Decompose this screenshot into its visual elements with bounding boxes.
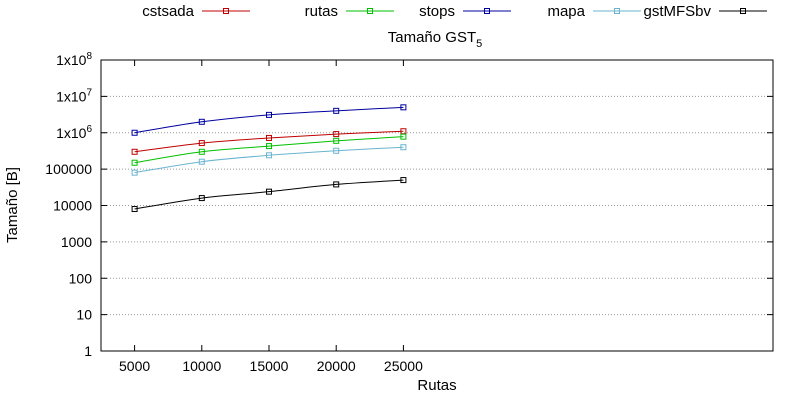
data-point bbox=[198, 118, 205, 125]
y-tick-label: 100 bbox=[69, 270, 93, 286]
legend-marker bbox=[484, 8, 490, 14]
chart-title-subscript: 5 bbox=[476, 38, 482, 50]
legend-label: stops bbox=[419, 3, 455, 20]
data-point bbox=[333, 131, 340, 138]
y-tick-label: 1x107 bbox=[56, 87, 92, 104]
series-group bbox=[131, 104, 407, 213]
x-tick-label: 15000 bbox=[250, 358, 289, 374]
series-gstMFSbv bbox=[131, 177, 407, 213]
data-point bbox=[266, 188, 272, 195]
y-tick-label: 1x106 bbox=[56, 124, 92, 141]
y-tick-label-text: 100000 bbox=[45, 161, 92, 177]
y-tick-label-text: 1 bbox=[84, 343, 92, 359]
data-point bbox=[333, 107, 340, 114]
x-tick-label: 25000 bbox=[384, 358, 423, 374]
x-tick-label: 10000 bbox=[182, 358, 221, 374]
legend: cstsada rutas stops mapa gstMFSbv bbox=[142, 3, 767, 20]
data-point bbox=[266, 143, 272, 150]
data-point bbox=[400, 144, 407, 151]
legend-marker bbox=[367, 8, 373, 14]
y-tick-label: 10 bbox=[76, 307, 92, 323]
data-point bbox=[131, 148, 138, 155]
y-tick-label: 1x108 bbox=[56, 51, 92, 68]
data-point bbox=[131, 206, 138, 213]
y-tick-label-text: 1000 bbox=[61, 234, 92, 250]
y-tick-label-exponent: 6 bbox=[86, 124, 92, 135]
series-rutas bbox=[131, 133, 407, 166]
series-cstsada bbox=[131, 128, 407, 155]
data-point bbox=[131, 159, 138, 166]
data-point bbox=[400, 104, 407, 111]
y-tick-label-text: 1x10 bbox=[56, 125, 87, 141]
x-tick-label: 20000 bbox=[317, 358, 356, 374]
legend-marker bbox=[223, 8, 229, 14]
legend-marker bbox=[740, 8, 746, 14]
y-tick-label-text: 10 bbox=[76, 307, 92, 323]
chart-title-text: Tamaño GST bbox=[388, 29, 476, 46]
chart-title: Tamaño GST5 bbox=[388, 29, 483, 50]
data-point bbox=[400, 133, 407, 140]
data-point bbox=[266, 152, 272, 159]
y-tick-label-text: 1x10 bbox=[56, 52, 87, 68]
y-tick-label-text: 1x10 bbox=[56, 88, 87, 104]
y-tick-label: 1000 bbox=[61, 234, 92, 250]
data-point bbox=[131, 129, 138, 136]
legend-item-cstsada: cstsada bbox=[142, 3, 250, 20]
series-stops bbox=[131, 104, 407, 136]
y-tick-label-exponent: 7 bbox=[86, 87, 92, 98]
y-tick-label-text: 10000 bbox=[53, 198, 92, 214]
data-point bbox=[266, 134, 272, 141]
series-line bbox=[134, 106, 404, 134]
data-point bbox=[400, 177, 407, 184]
x-tick-label: 5000 bbox=[119, 358, 150, 374]
data-point bbox=[198, 148, 205, 155]
y-tick-label: 1 bbox=[84, 343, 92, 359]
grid bbox=[101, 95, 773, 316]
legend-item-rutas: rutas bbox=[305, 3, 394, 20]
legend-marker bbox=[614, 8, 620, 14]
data-point bbox=[198, 195, 205, 202]
data-point bbox=[266, 111, 272, 118]
data-point bbox=[333, 137, 340, 144]
y-tick-label-text: 100 bbox=[69, 270, 93, 286]
data-point bbox=[131, 169, 138, 176]
y-tick-label: 10000 bbox=[53, 198, 92, 214]
legend-item-mapa: mapa bbox=[547, 3, 641, 20]
x-axis: 5000 10000 15000 20000 25000 bbox=[119, 60, 423, 374]
series-line bbox=[134, 146, 404, 174]
data-point bbox=[198, 140, 205, 147]
x-axis-label: Rutas bbox=[417, 377, 456, 394]
series-line bbox=[134, 130, 404, 153]
legend-label: rutas bbox=[305, 3, 338, 20]
data-point bbox=[333, 147, 340, 154]
y-tick-label-exponent: 8 bbox=[86, 51, 92, 62]
legend-item-gstMFSbv: gstMFSbv bbox=[643, 3, 767, 20]
legend-label: gstMFSbv bbox=[643, 3, 711, 20]
series-line bbox=[134, 179, 404, 210]
y-axis-label: Tamaño [B] bbox=[4, 167, 21, 243]
legend-label: mapa bbox=[547, 3, 585, 20]
legend-label: cstsada bbox=[142, 3, 194, 20]
series-mapa bbox=[131, 144, 407, 176]
y-tick-label: 100000 bbox=[45, 161, 92, 177]
data-point bbox=[198, 158, 205, 165]
series-line bbox=[134, 136, 404, 164]
legend-item-stops: stops bbox=[419, 3, 511, 20]
data-point bbox=[333, 181, 340, 188]
